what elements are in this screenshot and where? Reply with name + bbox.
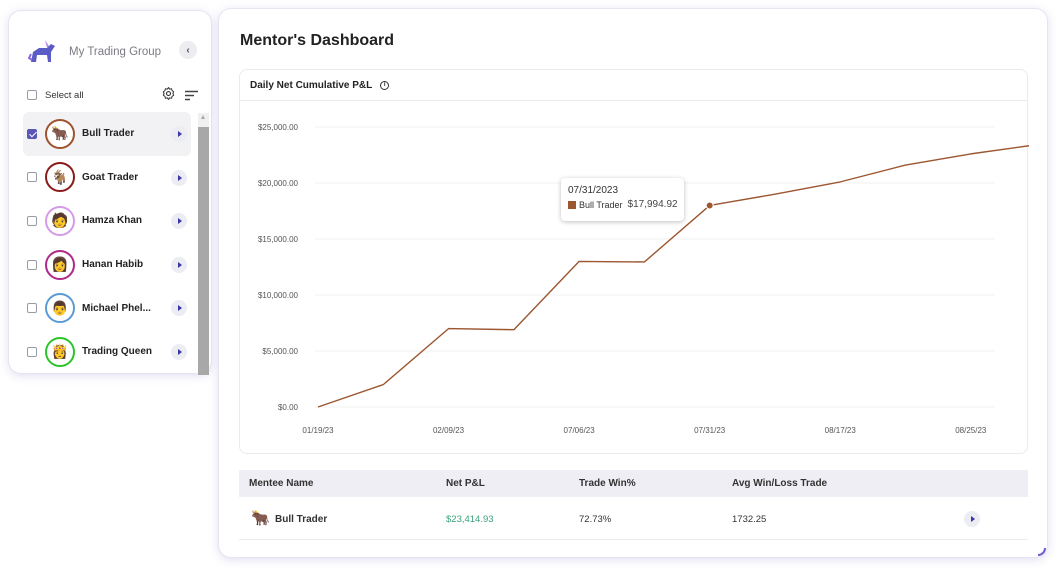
mentee-name: Bull Trader xyxy=(275,514,328,525)
mentee-table-header: Mentee Name Net P&L Trade Win% Avg Win/L… xyxy=(239,470,1028,497)
chart-tooltip: 07/31/2023 Bull Trader $17,994.92 xyxy=(561,178,684,221)
chart-card: Daily Net Cumulative P&L i $25,000.00 $20… xyxy=(239,69,1029,454)
sort-filter-icon[interactable] xyxy=(185,88,198,106)
trader-play-button[interactable] xyxy=(171,343,187,360)
x-tick-label: 07/31/23 xyxy=(694,426,726,435)
y-tick-label: $20,000.00 xyxy=(258,179,299,188)
trade-win-value: 72.73% xyxy=(579,514,612,525)
select-all-label: Select all xyxy=(45,89,84,101)
tooltip-value: $17,994.92 xyxy=(627,199,678,210)
x-tick-label: 02/09/23 xyxy=(433,426,465,435)
x-tick-label: 07/06/23 xyxy=(564,426,596,435)
group-header: My Trading Group ‹ xyxy=(27,30,197,74)
x-tick-label: 08/25/23 xyxy=(955,426,987,435)
pl-line-chart[interactable]: $25,000.00 $20,000.00 $15,000.00 $10,000.00… xyxy=(240,102,1029,454)
y-tick-label: $5,000.00 xyxy=(262,347,298,356)
info-icon[interactable]: i xyxy=(380,80,390,90)
trader-sidebar: My Trading Group ‹ Select all 🐂 Bull Trad… xyxy=(9,11,211,375)
trader-list: 🐂 Bull Trader 🐐 Goat Trader 🧑 Hamza Khan 👩 Hana… xyxy=(23,112,191,374)
select-all-row: Select all xyxy=(27,84,199,106)
chart-title: Daily Net Cumulative P&L xyxy=(250,79,373,91)
x-tick-label: 01/19/23 xyxy=(302,426,334,435)
x-tick-label: 08/17/23 xyxy=(825,426,857,435)
trader-checkbox[interactable] xyxy=(27,215,37,226)
scrollbar-thumb[interactable] xyxy=(198,127,209,375)
net-pl-value: $23,414.93 xyxy=(446,514,494,525)
tooltip-series-name: Bull Trader xyxy=(579,199,623,210)
person-avatar-icon: 👩 xyxy=(45,249,75,280)
queen-avatar-icon: 👸 xyxy=(45,336,75,367)
trader-item[interactable]: 👨 Michael Phel... xyxy=(23,286,191,330)
resize-corner xyxy=(1038,548,1046,556)
trader-name: Goat Trader xyxy=(82,171,139,183)
trader-checkbox[interactable] xyxy=(27,172,37,183)
row-play-button[interactable] xyxy=(964,511,980,527)
trader-play-button[interactable] xyxy=(171,126,187,142)
y-tick-label: $0.00 xyxy=(278,403,299,412)
unicorn-logo-icon xyxy=(27,38,57,66)
goat-avatar-icon: 🐐 xyxy=(45,162,75,193)
trader-play-button[interactable] xyxy=(171,213,187,230)
scroll-up-arrow-icon[interactable] xyxy=(201,115,205,119)
trader-name: Hamza Khan xyxy=(82,215,143,227)
select-all-checkbox[interactable] xyxy=(27,90,37,100)
trader-name: Bull Trader xyxy=(82,128,135,140)
trader-item[interactable]: 👩 Hanan Habib xyxy=(23,243,191,287)
tooltip-series-swatch xyxy=(568,200,576,209)
col-mentee-name[interactable]: Mentee Name xyxy=(249,478,314,489)
chart-header: Daily Net Cumulative P&L i xyxy=(240,70,1027,101)
trader-name: Hanan Habib xyxy=(82,259,144,271)
table-row[interactable]: 🐂 Bull Trader $23,414.93 72.73% 1732.25 xyxy=(239,497,1028,540)
tooltip-date: 07/31/2023 xyxy=(568,185,619,196)
trader-checkbox[interactable] xyxy=(27,303,37,314)
gear-icon[interactable] xyxy=(161,86,176,106)
trader-item[interactable]: 🐐 Goat Trader xyxy=(23,156,191,200)
trader-checkbox[interactable] xyxy=(27,128,37,139)
trader-name: Trading Queen xyxy=(82,346,153,358)
col-trade-win[interactable]: Trade Win% xyxy=(579,478,636,489)
highlighted-data-point xyxy=(705,201,714,210)
trader-play-button[interactable] xyxy=(171,169,187,186)
collapse-sidebar-button[interactable]: ‹ xyxy=(179,41,197,59)
col-net-pl[interactable]: Net P&L xyxy=(446,478,485,489)
col-avg-win-loss[interactable]: Avg Win/Loss Trade xyxy=(732,478,828,489)
trader-name: Michael Phel... xyxy=(82,302,151,314)
bull-avatar-icon: 🐂 xyxy=(45,118,75,149)
trader-play-button[interactable] xyxy=(171,300,187,317)
bull-avatar-icon: 🐂 xyxy=(251,510,270,527)
page-title: Mentor's Dashboard xyxy=(240,32,395,49)
avg-win-loss-value: 1732.25 xyxy=(732,514,767,525)
trader-checkbox[interactable] xyxy=(27,346,37,357)
trader-play-button[interactable] xyxy=(171,256,187,273)
dashboard-panel: Mentor's Dashboard Daily Net Cumulative … xyxy=(219,9,1047,557)
y-tick-label: $10,000.00 xyxy=(258,291,299,300)
y-tick-label: $15,000.00 xyxy=(258,235,299,244)
person-avatar-icon: 👨 xyxy=(45,293,75,324)
trader-item[interactable]: 🐂 Bull Trader xyxy=(23,112,191,156)
trader-item[interactable]: 🧑 Hamza Khan xyxy=(23,199,191,243)
y-tick-label: $25,000.00 xyxy=(258,123,299,132)
trader-checkbox[interactable] xyxy=(27,259,37,270)
group-name: My Trading Group xyxy=(69,46,162,58)
trader-item[interactable]: 👸 Trading Queen xyxy=(23,330,191,374)
scrollbar[interactable] xyxy=(198,113,209,375)
series-line-bull-trader xyxy=(317,145,1029,408)
person-avatar-icon: 🧑 xyxy=(45,205,75,236)
